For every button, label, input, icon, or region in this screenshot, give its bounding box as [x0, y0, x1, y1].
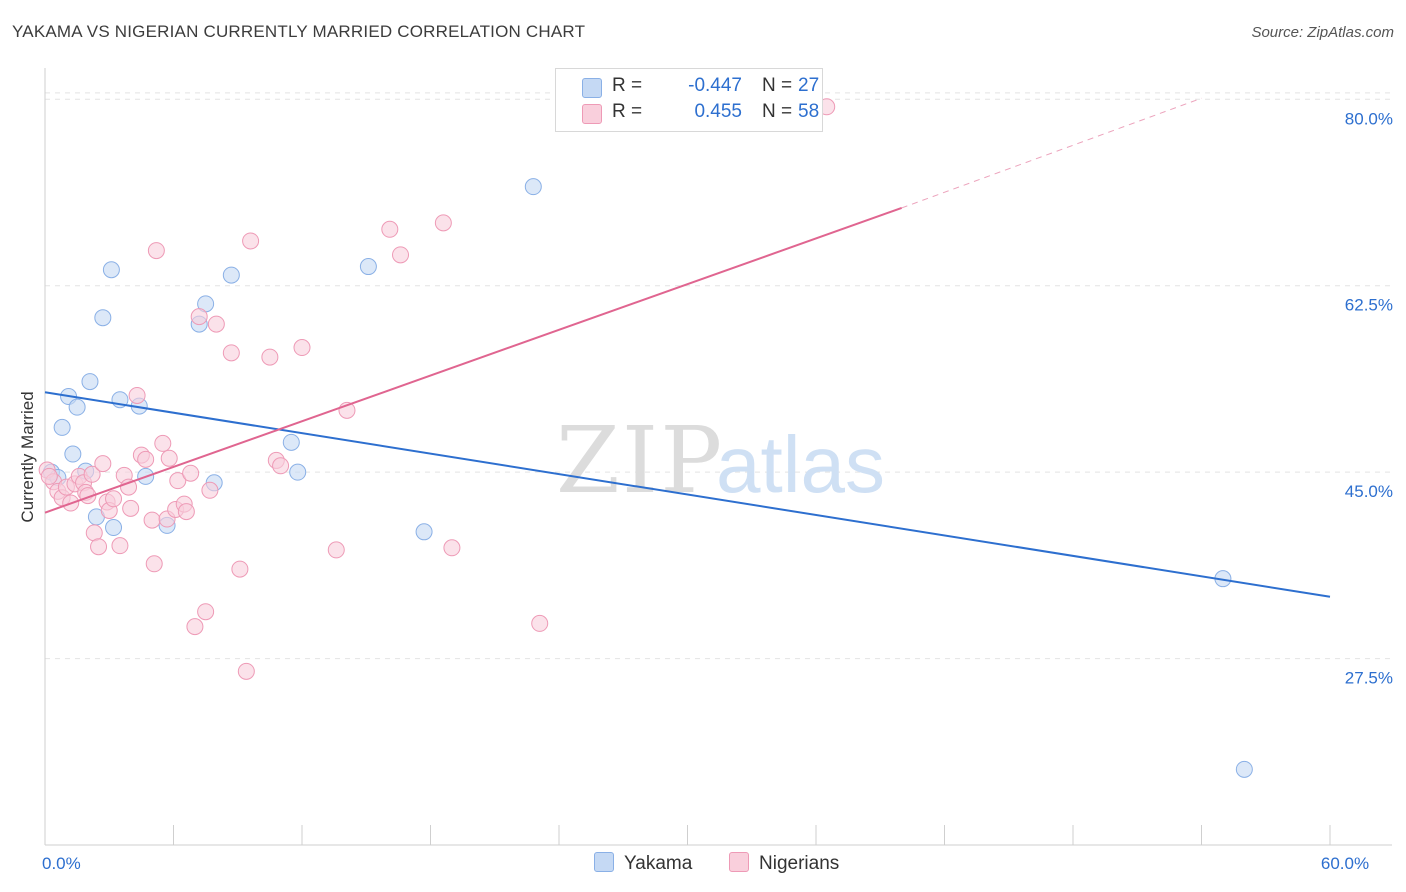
y-tick-label: 45.0% [1345, 482, 1393, 501]
yakama-point [282, 433, 300, 451]
legend-r-label: R = [612, 75, 643, 96]
nigerian-point [261, 348, 279, 366]
stats-legend: R = -0.447 N = 27 R = 0.455 N = 58 [555, 68, 823, 132]
nigerian-point [293, 339, 311, 357]
nigerian-point [83, 465, 101, 483]
trend-layer [44, 97, 1331, 598]
nigerian-point [392, 246, 410, 264]
bottom-legend-nigerians[interactable]: Nigerians [729, 852, 839, 875]
nigerian-point [231, 560, 249, 578]
nigerian-point [237, 662, 255, 680]
nigerian-point [201, 481, 219, 499]
nigerian-point [434, 214, 452, 232]
legend-n-label: N = [762, 101, 793, 122]
nigerian-point [160, 449, 178, 467]
nigerian-point [222, 344, 240, 362]
nigerian-point [169, 472, 187, 490]
nigerian-point [40, 467, 58, 485]
y-tick-label: 80.0% [1345, 109, 1393, 128]
bottom-legend-swatch-nigerians [729, 852, 749, 872]
yakama-point [105, 519, 123, 537]
legend-n-value: 58 [798, 101, 820, 122]
legend-r-value: 0.455 [694, 101, 742, 122]
x-tick-label: 0.0% [42, 854, 81, 873]
nigerian-point [147, 242, 165, 260]
watermark-zip: ZIP [556, 407, 724, 514]
legend-r-value: -0.447 [688, 75, 742, 96]
yakama-point [68, 398, 86, 416]
nigerian-point [242, 232, 260, 250]
nigerian-point [190, 308, 208, 326]
watermark-atlas: atlas [716, 420, 885, 509]
nigerian-point [145, 555, 163, 573]
label-layer: 80.0% 62.5% 45.0% 27.5% 0.0% 60.0% [42, 109, 1393, 873]
nigerian-point [120, 478, 138, 496]
legend-swatch-yakama [582, 78, 602, 98]
legend-r-label: R = [612, 101, 643, 122]
nigerian-point [154, 434, 172, 452]
yakama-point [289, 463, 307, 481]
source-credit: Source: ZipAtlas.com [1251, 24, 1394, 41]
nigerian-point [143, 511, 161, 529]
nigerian-point [111, 537, 129, 555]
nigerian-point [381, 220, 399, 238]
legend-swatch-nigerian [582, 104, 602, 124]
yakama-trend-line [44, 391, 1331, 598]
yakama-point [94, 309, 112, 327]
yakama-point [359, 258, 377, 276]
yakama-point [81, 373, 99, 391]
bottom-legend-label: Nigerians [759, 853, 840, 874]
nigerian-point [207, 315, 225, 333]
nigerian-point [531, 614, 549, 632]
nigerian-point [327, 541, 345, 559]
nigerian-point [177, 503, 195, 521]
axis-layer [44, 68, 1392, 846]
nigerian-point [443, 539, 461, 557]
nigerian-point [94, 455, 112, 473]
nigerian-point [272, 457, 290, 475]
x-tick-label: 60.0% [1321, 854, 1369, 873]
yakama-point [102, 261, 120, 279]
nigerian-point [186, 618, 204, 636]
nigerian-point [137, 450, 155, 468]
yakama-point [64, 445, 82, 463]
yakama-point [415, 523, 433, 541]
bottom-legend-yakama[interactable]: Yakama [594, 852, 692, 875]
nigerian-point [122, 499, 140, 517]
nigerian-point [182, 464, 200, 482]
nigerian-point [105, 490, 123, 508]
nigerian-trend-line [44, 207, 903, 514]
yakama-point [1235, 760, 1253, 778]
yakama-point [53, 418, 71, 436]
y-tick-label: 27.5% [1345, 669, 1393, 688]
bottom-legend-label: Yakama [624, 853, 693, 874]
yakama-point [222, 266, 240, 284]
yakama-point [524, 178, 542, 196]
bottom-legend-swatch-yakama [594, 852, 614, 872]
nigerian-trend-extension [901, 97, 1202, 209]
nigerian-point [197, 603, 215, 621]
nigerian-point [90, 538, 108, 556]
legend-n-value: 27 [798, 75, 820, 96]
y-axis-title: Currently Married [18, 391, 37, 522]
y-tick-label: 62.5% [1345, 296, 1393, 315]
nigerian-point [128, 386, 146, 404]
legend-n-label: N = [762, 75, 793, 96]
chart-title: YAKAMA VS NIGERIAN CURRENTLY MARRIED COR… [12, 22, 586, 41]
points-layer [38, 98, 1253, 778]
